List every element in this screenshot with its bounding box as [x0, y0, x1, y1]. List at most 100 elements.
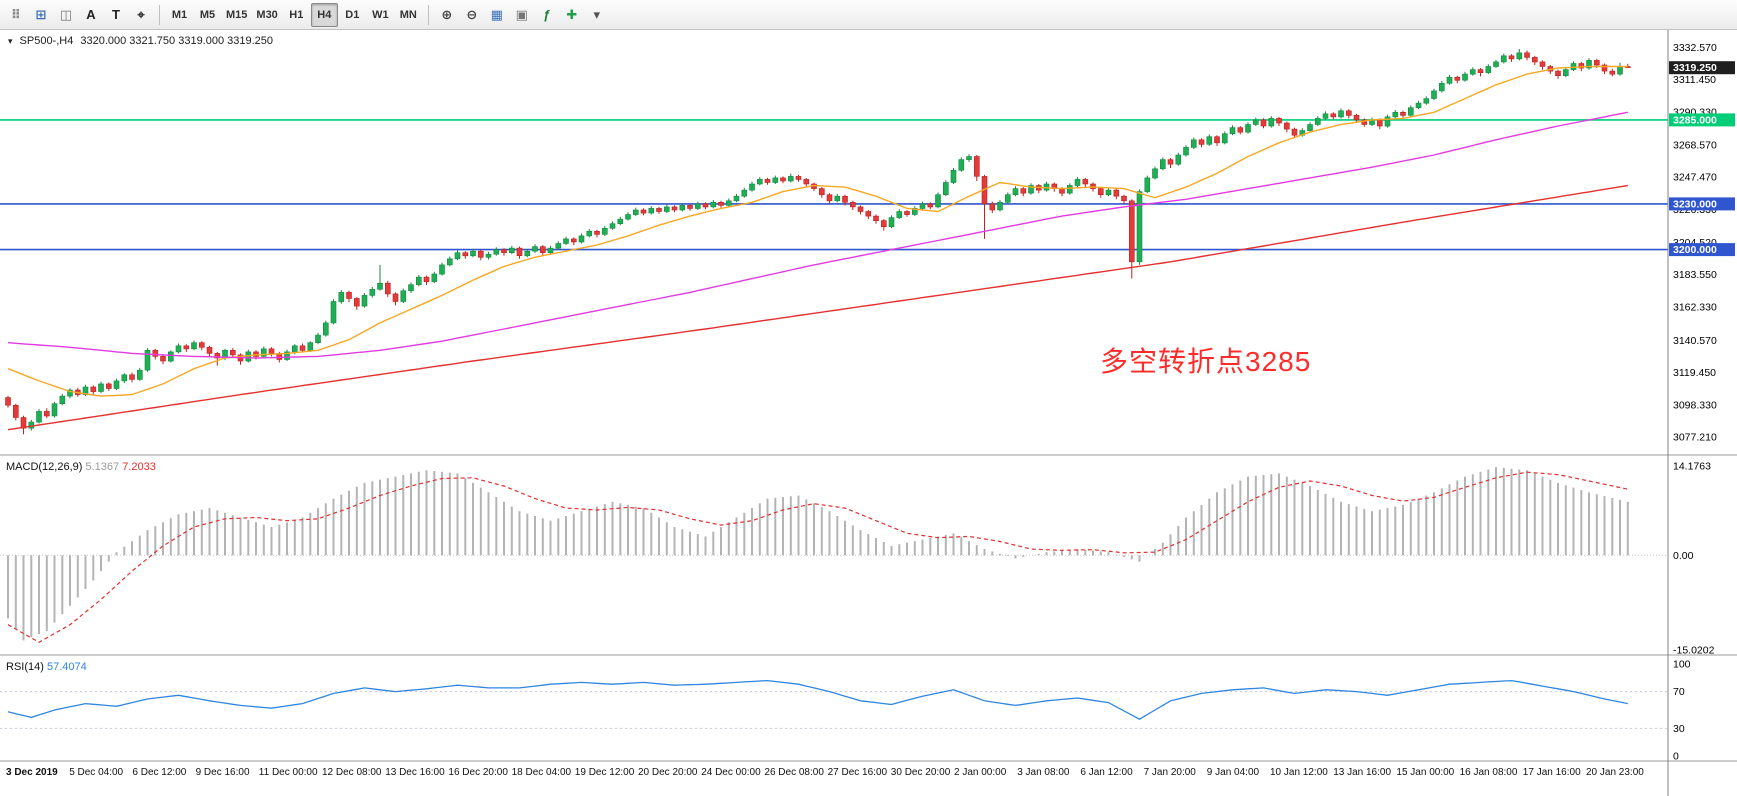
price-tag-3200.000	[1669, 243, 1735, 257]
ma-slow-line	[7, 184, 1628, 431]
price-tag-label: 3230.000	[1673, 198, 1717, 210]
macd-axis-label: -15.0202	[1673, 645, 1715, 657]
toolbar-add-object-icon: ✚	[566, 6, 578, 22]
toolbar-zoom-out-button[interactable]: ⊖	[460, 3, 484, 27]
timeframe-m30-label: M30	[256, 8, 278, 21]
toolbar-tile-windows-button[interactable]: ▦	[485, 3, 509, 27]
timeframe-m15-label: M15	[226, 8, 248, 21]
rsi-indicator-label: RSI(14) 57.4074	[6, 661, 87, 673]
macd-indicator-label: MACD(12,26,9) 5.1367 7.2033	[6, 461, 156, 473]
time-axis-label: 19 Dec 12:00	[575, 767, 635, 778]
rsi-axis-label: 0	[1673, 751, 1679, 763]
price-tag-3319.250	[1669, 61, 1735, 75]
time-axis-label: 17 Jan 16:00	[1523, 767, 1581, 778]
chart-collapse-icon[interactable]: ▾	[8, 35, 13, 46]
timeframe-m1-label: M1	[171, 8, 188, 21]
timeframe-m15-button[interactable]: M15	[222, 3, 251, 27]
toolbar-text-label-t-button[interactable]: T	[104, 3, 128, 27]
price-axis-label: 3311.450	[1673, 74, 1716, 86]
timeframe-h1-button[interactable]: H1	[283, 3, 310, 27]
time-axis-label: 13 Dec 16:00	[385, 767, 445, 778]
toolbar-left-group: ⠿ ⊞ ◫ A T ⌖	[4, 3, 153, 27]
time-axis[interactable]: 3 Dec 2019 5 Dec 04:00 6 Dec 12:00 9 Dec 16…	[6, 767, 1644, 778]
toolbar-chart-profiles-button[interactable]: ◫	[54, 3, 78, 27]
toolbar-new-chart-icon: ⊞	[35, 6, 47, 22]
ma-mid-line	[7, 111, 1628, 359]
chart-header: ▾ SP500-,H4 3320.000 3321.750 3319.000 3…	[8, 35, 273, 47]
rsi-axis-label: 70	[1673, 686, 1685, 698]
macd-axis-label: 0.00	[1673, 550, 1694, 562]
toolbar-zoom-in-button[interactable]: ⊕	[435, 3, 459, 27]
toolbar-crosshair-icon: ⌖	[137, 6, 145, 22]
time-axis-label: 6 Dec 12:00	[132, 767, 186, 778]
timeframe-m5-button[interactable]: M5	[194, 3, 221, 27]
rsi-axis[interactable]: 100 70 30 0	[1673, 659, 1691, 763]
price-axis-label: 3077.210	[1673, 431, 1717, 443]
timeframe-d1-label: D1	[345, 8, 360, 21]
toolbar-chart-profiles-icon: ◫	[59, 6, 73, 22]
time-axis-label: 20 Dec 20:00	[638, 767, 698, 778]
timeframe-h4-label: H4	[317, 8, 332, 21]
price-tag-label: 3285.000	[1673, 114, 1717, 126]
price-tag-3230.000	[1669, 197, 1735, 211]
timeframe-w1-button[interactable]: W1	[367, 3, 394, 27]
timeframe-d1-button[interactable]: D1	[339, 3, 366, 27]
time-axis-label: 5 Dec 04:00	[69, 767, 123, 778]
rsi-axis-label: 30	[1673, 723, 1685, 735]
price-axis-label: 3183.550	[1673, 269, 1717, 281]
chart-svg: 3332.5703311.4503290.3303268.5703247.470…	[0, 30, 1737, 796]
price-axis-label: 3162.330	[1673, 302, 1717, 314]
macd-axis[interactable]: 14.1763 0.00 -15.0202	[1673, 461, 1715, 657]
toolbar-new-chart-button[interactable]: ⊞	[29, 3, 53, 27]
time-axis-label: 16 Dec 20:00	[448, 767, 508, 778]
toolbar-indicators-button[interactable]: ƒ	[535, 3, 559, 27]
timeframe-mn-label: MN	[399, 8, 417, 21]
timeframe-w1-label: W1	[372, 8, 389, 21]
price-axis-label: 3247.470	[1673, 172, 1717, 184]
chart-ohlc-values: 3320.000 3321.750 3319.000 3319.250	[80, 35, 274, 47]
toolbar-grip-button[interactable]: ⠿	[4, 3, 28, 27]
time-axis-label: 30 Dec 20:00	[891, 767, 951, 778]
time-axis-label: 6 Jan 12:00	[1080, 767, 1133, 778]
time-axis-label: 3 Jan 08:00	[1017, 767, 1070, 778]
annotation-text[interactable]: 多空转折点3285	[1100, 346, 1312, 377]
toolbar-dropdown-button[interactable]: ▾	[585, 3, 609, 27]
toolbar-cascade-windows-button[interactable]: ▣	[510, 3, 534, 27]
time-axis-label: 3 Dec 2019	[6, 767, 58, 778]
moving-average-lines	[7, 65, 1628, 431]
time-axis-label: 20 Jan 23:00	[1586, 767, 1644, 778]
toolbar-cascade-windows-icon: ▣	[515, 6, 528, 22]
timeframe-button-group: M1 M5 M15 M30 H1 H4 D1 W1 MN	[166, 2, 422, 27]
toolbar-tile-windows-icon: ▦	[490, 6, 503, 22]
candlestick-series	[5, 49, 1631, 435]
price-axis[interactable]: 3332.5703311.4503290.3303268.5703247.470…	[1669, 42, 1735, 444]
toolbar: ⠿ ⊞ ◫ A T ⌖ M1 M5 M15 M30 H1 H4 D1 W1 MN ⊕ ⊖ ▦ ▣ ƒ ✚ ▾	[0, 0, 1737, 30]
rsi-line	[7, 679, 1628, 720]
timeframe-m5-label: M5	[199, 8, 216, 21]
time-axis-label: 27 Dec 16:00	[828, 767, 888, 778]
time-axis-label: 12 Dec 08:00	[322, 767, 382, 778]
price-axis-label: 3140.570	[1673, 335, 1717, 347]
price-tag-label: 3319.250	[1673, 62, 1717, 74]
toolbar-crosshair-button[interactable]: ⌖	[129, 3, 153, 27]
time-axis-label: 2 Jan 00:00	[954, 767, 1007, 778]
timeframe-mn-button[interactable]: MN	[395, 3, 422, 27]
chart-area[interactable]: 3332.570 3311.450 3290.330 3268.570 3247.470…	[0, 30, 1737, 796]
time-axis-label: 11 Dec 00:00	[259, 767, 318, 778]
time-axis-label: 26 Dec 08:00	[764, 767, 824, 778]
ma-fast-line	[7, 65, 1628, 397]
timeframe-m1-button[interactable]: M1	[166, 3, 193, 27]
toolbar-text-label-a-button[interactable]: A	[79, 3, 103, 27]
price-axis-label: 3098.330	[1673, 399, 1717, 411]
toolbar-right-group: ⊕ ⊖ ▦ ▣ ƒ ✚ ▾	[435, 3, 609, 27]
rsi-axis-label: 100	[1673, 659, 1691, 671]
toolbar-grip-icon: ⠿	[10, 6, 22, 22]
chart-background	[0, 30, 1737, 796]
toolbar-indicators-icon: ƒ	[543, 7, 551, 22]
toolbar-add-object-button[interactable]: ✚	[560, 3, 584, 27]
price-axis-label: 3119.450	[1673, 367, 1716, 379]
timeframe-h4-button[interactable]: H4	[310, 2, 338, 27]
timeframe-m30-button[interactable]: M30	[252, 3, 281, 27]
macd-signal-line	[7, 471, 1628, 643]
time-axis-label: 15 Jan 00:00	[1396, 767, 1454, 778]
